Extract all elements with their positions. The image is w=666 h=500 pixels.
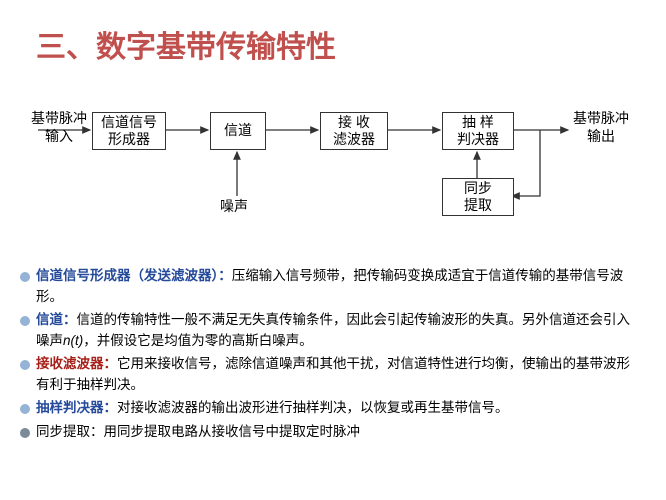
- bullet-icon: [20, 316, 30, 326]
- box-sync-l2: 提取: [464, 197, 492, 215]
- desc3-text: 它用来接收信号，滤除信道噪声和其他干扰，对信道特性进行均衡，使输出的基带波形有利…: [36, 356, 630, 392]
- input-label: 基带脉冲 输入: [28, 110, 90, 145]
- box-rx-l1: 接 收: [338, 114, 370, 132]
- noise-label: 噪声: [220, 198, 248, 216]
- desc2-term: 信道：: [36, 312, 77, 327]
- desc2-text-b: ，并假设它是均值为零的高斯白噪声。: [83, 333, 313, 348]
- box-shaper-l2: 形成器: [108, 131, 150, 149]
- desc-item-3: 接收滤波器：它用来接收信号，滤除信道噪声和其他干扰，对信道特性进行均衡，使输出的…: [36, 354, 634, 396]
- block-diagram: 基带脉冲 输入 信道信号 形成器 信道 接 收 滤波器 抽 样 判决器 基带脉冲…: [28, 108, 640, 238]
- output-label: 基带脉冲 输出: [570, 110, 632, 145]
- bullet-icon: [20, 428, 30, 438]
- box-decision-l2: 判决器: [457, 131, 499, 149]
- bullet-icon: [20, 404, 30, 414]
- box-channel: 信道: [210, 112, 266, 150]
- desc-item-5: 同步提取：用同步提取电路从接收信号中提取定时脉冲: [36, 422, 634, 443]
- desc-item-1: 信道信号形成器（发送滤波器）：压缩输入信号频带，把传输码变换成适宜于信道传输的基…: [36, 266, 634, 308]
- desc3-term: 接收滤波器：: [36, 356, 117, 371]
- input-label-l2: 输入: [28, 128, 90, 146]
- box-shaper-l1: 信道信号: [101, 114, 157, 132]
- desc-item-2: 信道：信道的传输特性一般不满足无失真传输条件，因此会引起传输波形的失真。另外信道…: [36, 310, 634, 352]
- input-label-l1: 基带脉冲: [28, 110, 90, 128]
- box-shaper: 信道信号 形成器: [92, 112, 166, 150]
- box-sync: 同步 提取: [442, 178, 514, 216]
- output-label-l1: 基带脉冲: [570, 110, 632, 128]
- desc1-term: 信道信号形成器（发送滤波器）：: [36, 268, 232, 283]
- box-decision: 抽 样 判决器: [442, 112, 514, 150]
- desc4-text: 对接收滤波器的输出波形进行抽样判决，以恢复或再生基带信号。: [117, 400, 509, 415]
- desc4-term: 抽样判决器：: [36, 400, 117, 415]
- box-rx-l2: 滤波器: [333, 131, 375, 149]
- desc5-text: 同步提取：用同步提取电路从接收信号中提取定时脉冲: [36, 424, 360, 439]
- bullet-icon: [20, 360, 30, 370]
- desc-item-4: 抽样判决器：对接收滤波器的输出波形进行抽样判决，以恢复或再生基带信号。: [36, 398, 634, 419]
- desc2-nt: n(t): [63, 333, 83, 348]
- bullet-icon: [20, 272, 30, 282]
- page-title: 三、数字基带传输特性: [36, 22, 336, 66]
- box-sync-l1: 同步: [464, 180, 492, 198]
- box-channel-text: 信道: [224, 122, 252, 140]
- output-label-l2: 输出: [570, 128, 632, 146]
- box-decision-l1: 抽 样: [462, 114, 494, 132]
- box-rx-filter: 接 收 滤波器: [320, 112, 388, 150]
